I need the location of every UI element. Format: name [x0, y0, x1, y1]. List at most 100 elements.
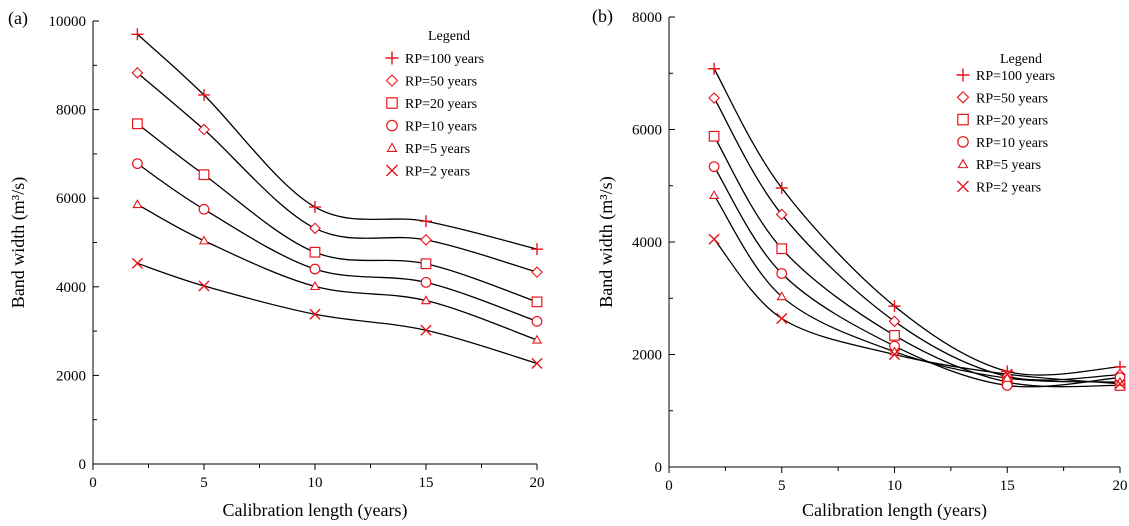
x-tick-label: 0: [665, 478, 673, 494]
legend-label: RP=2 years: [405, 165, 470, 180]
data-point-square: [420, 258, 432, 270]
data-point-x: [420, 324, 432, 336]
y-tick-label: 8000: [632, 10, 662, 26]
y-tick-label: 4000: [56, 280, 86, 296]
legend-title: Legend: [1000, 52, 1042, 67]
legend-label: RP=2 years: [976, 181, 1041, 196]
series-curve-x: [713, 238, 1121, 385]
legend-label: RP=5 years: [976, 158, 1041, 173]
panel-label: (b): [592, 6, 613, 27]
series-curve-triangle: [713, 194, 1121, 383]
data-point-plus: [708, 62, 721, 75]
legend-marker-diamond: [956, 90, 970, 104]
y-tick-label: 4000: [632, 235, 662, 251]
data-point-plus: [775, 182, 788, 194]
data-point-triangle: [708, 190, 720, 200]
legend-label: RP=20 years: [405, 97, 477, 112]
series-curve-diamond: [713, 97, 1121, 381]
x-tick-label: 5: [778, 478, 786, 494]
legend-label: RP=10 years: [976, 136, 1048, 151]
x-tick-label: 5: [200, 475, 208, 491]
data-point-circle: [198, 203, 210, 215]
series-curve-square: [137, 123, 538, 303]
data-point-square: [708, 130, 720, 142]
data-point-circle: [1001, 380, 1013, 391]
data-point-plus: [309, 201, 321, 214]
x-tick-label: 15: [1000, 478, 1015, 494]
series-curve-x: [137, 262, 538, 365]
y-axis-title: Band width (m³/s): [8, 177, 29, 308]
y-axis-title: Band width (m³/s): [596, 176, 617, 307]
legend-title: Legend: [428, 29, 470, 44]
data-point-plus: [198, 88, 210, 101]
legend-label: RP=5 years: [405, 142, 470, 157]
legend-label: RP=100 years: [976, 69, 1055, 84]
data-point-triangle: [531, 334, 543, 344]
x-tick-label: 0: [89, 475, 97, 491]
legend-marker-plus: [956, 68, 970, 82]
legend-marker-circle: [957, 136, 969, 148]
series-curve-circle: [137, 163, 538, 322]
panel-label: (a): [8, 8, 28, 29]
data-point-triangle: [309, 281, 321, 291]
data-point-x: [776, 312, 788, 325]
data-point-x: [888, 348, 901, 361]
data-point-diamond: [708, 92, 720, 104]
data-point-diamond: [309, 222, 321, 235]
data-point-triangle: [1002, 372, 1013, 382]
data-point-square: [531, 296, 543, 308]
data-point-diamond: [198, 123, 210, 136]
legend-label: RP=20 years: [976, 114, 1048, 129]
data-point-x: [309, 308, 321, 320]
data-point-triangle: [198, 235, 210, 245]
legend-marker-plus: [385, 51, 399, 65]
legend-marker-x: [956, 180, 970, 193]
legend-marker-triangle: [957, 158, 969, 169]
data-point-diamond: [531, 266, 543, 279]
y-tick-label: 2000: [56, 368, 86, 384]
data-point-diamond: [420, 233, 432, 246]
chart-panel-a: (a) 0 5 10 15 20 0 2000 4000 6000 8000 10000 Calibra…: [8, 8, 545, 521]
y-tick-label: 8000: [56, 103, 86, 119]
legend-marker-square: [386, 97, 398, 109]
data-point-diamond: [775, 208, 788, 221]
data-point-square: [309, 246, 321, 258]
x-tick-label: 20: [1113, 478, 1128, 494]
legend-label: RP=50 years: [405, 75, 477, 90]
data-point-square: [776, 243, 788, 255]
data-point-x: [1001, 368, 1013, 380]
legend: Legend RP=100 years RP=50 years RP=20 years…: [956, 52, 1055, 196]
data-point-x: [1114, 378, 1126, 390]
y-tick-label: 6000: [56, 191, 86, 207]
data-point-x: [708, 233, 720, 245]
x-tick-label: 10: [308, 475, 323, 491]
y-tick-label: 2000: [632, 348, 662, 364]
chart-panel-b: (b) 0 5 10 15 20 0 2000 4000 6000 8000 Calibration …: [592, 6, 1128, 521]
data-point-triangle: [132, 199, 143, 209]
data-point-x: [531, 357, 543, 370]
series-curve-triangle: [137, 203, 538, 341]
data-point-circle: [708, 161, 720, 173]
x-axis-title: Calibration length (years): [802, 500, 987, 521]
data-point-square: [198, 169, 210, 181]
legend-marker-square: [957, 113, 969, 126]
legend-label: RP=100 years: [405, 52, 484, 67]
legend-label: RP=10 years: [405, 120, 477, 135]
y-tick-label: 0: [79, 457, 87, 473]
data-point-circle: [309, 263, 321, 275]
x-tick-label: 15: [419, 475, 434, 491]
data-point-plus: [888, 300, 901, 313]
data-point-square: [889, 329, 900, 341]
legend-marker-circle: [386, 119, 398, 132]
data-point-x: [198, 280, 210, 292]
data-point-plus: [531, 243, 543, 256]
legend-label: RP=50 years: [976, 91, 1048, 106]
data-point-circle: [531, 315, 543, 327]
x-tick-label: 20: [530, 475, 545, 491]
data-point-triangle: [420, 295, 432, 305]
data-point-triangle: [776, 291, 787, 301]
y-tick-label: 6000: [632, 123, 662, 139]
x-axis-title: Calibration length (years): [223, 500, 408, 521]
data-point-circle: [776, 268, 788, 279]
